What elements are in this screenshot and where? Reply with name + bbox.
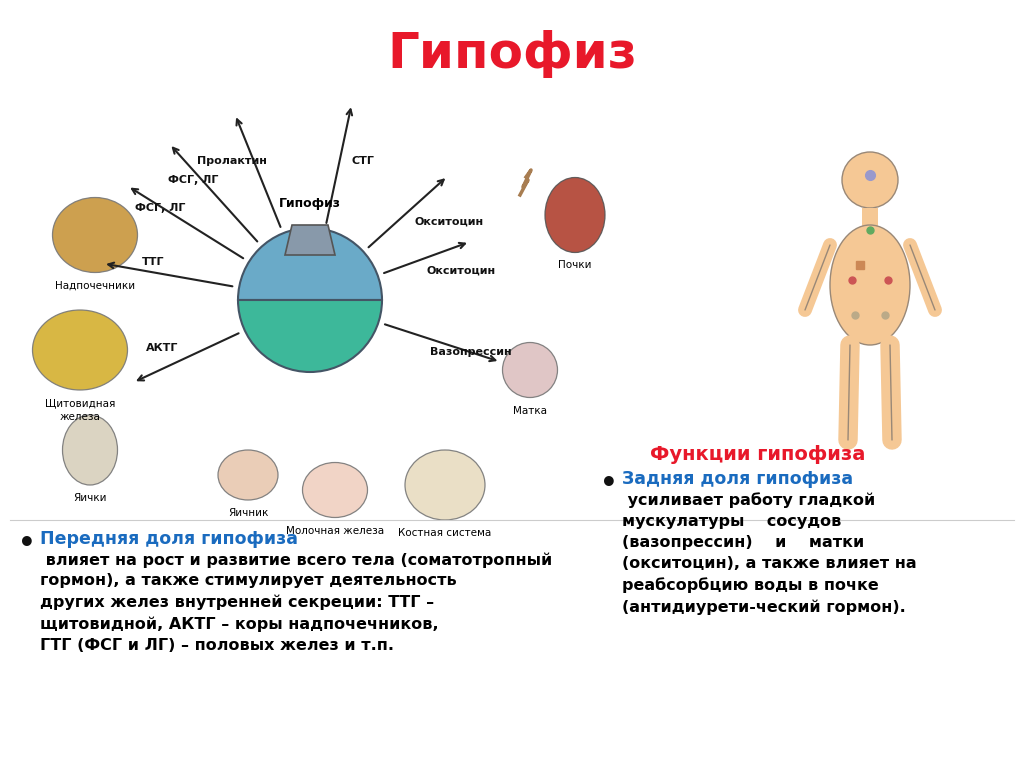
Text: Почки: Почки [558, 261, 592, 271]
Text: железа: железа [59, 412, 100, 422]
Text: усиливает работу гладкой
мускулатуры    сосудов
(вазопрессин)    и    матки
(окс: усиливает работу гладкой мускулатуры сос… [622, 492, 916, 614]
Text: •: • [600, 470, 617, 498]
Circle shape [842, 152, 898, 208]
Text: Пролактин: Пролактин [197, 156, 267, 166]
Ellipse shape [62, 415, 118, 485]
Text: ТТГ: ТТГ [142, 257, 165, 267]
Text: влияет на рост и развитие всего тела (соматотропный
гормон), а также стимулирует: влияет на рост и развитие всего тела (со… [40, 552, 552, 653]
Polygon shape [285, 225, 335, 255]
Ellipse shape [52, 197, 137, 272]
Text: ФСГ, ЛГ: ФСГ, ЛГ [134, 202, 185, 212]
Text: Костная система: Костная система [398, 528, 492, 538]
Text: Гипофиз: Гипофиз [387, 30, 637, 78]
Text: Матка: Матка [513, 406, 547, 416]
Ellipse shape [406, 450, 485, 520]
Wedge shape [238, 300, 382, 372]
Text: Яичник: Яичник [227, 508, 268, 518]
Text: Окситоцин: Окситоцин [427, 265, 496, 275]
Text: Вазопрессин: Вазопрессин [430, 347, 512, 357]
Text: •: • [18, 530, 36, 558]
Ellipse shape [503, 343, 557, 397]
Text: ФСГ, ЛГ: ФСГ, ЛГ [168, 176, 218, 186]
Wedge shape [238, 228, 382, 300]
Text: Передняя доля гипофиза: Передняя доля гипофиза [40, 530, 298, 548]
Text: Окситоцин: Окситоцин [415, 217, 483, 227]
Text: АКТГ: АКТГ [145, 344, 178, 354]
Text: Задняя доля гипофиза: Задняя доля гипофиза [622, 470, 853, 488]
Ellipse shape [830, 225, 910, 345]
Ellipse shape [545, 177, 605, 252]
Ellipse shape [218, 450, 278, 500]
Text: Яички: Яички [74, 493, 106, 503]
Text: Молочная железа: Молочная железа [286, 525, 384, 535]
Text: СТГ: СТГ [352, 156, 375, 166]
Text: Надпочечники: Надпочечники [55, 281, 135, 291]
Text: Щитовидная: Щитовидная [45, 398, 115, 408]
Ellipse shape [302, 463, 368, 518]
Text: Гипофиз: Гипофиз [280, 197, 341, 210]
Ellipse shape [33, 310, 128, 390]
Text: Функции гипофиза: Функции гипофиза [650, 445, 865, 464]
Bar [862, 208, 878, 226]
